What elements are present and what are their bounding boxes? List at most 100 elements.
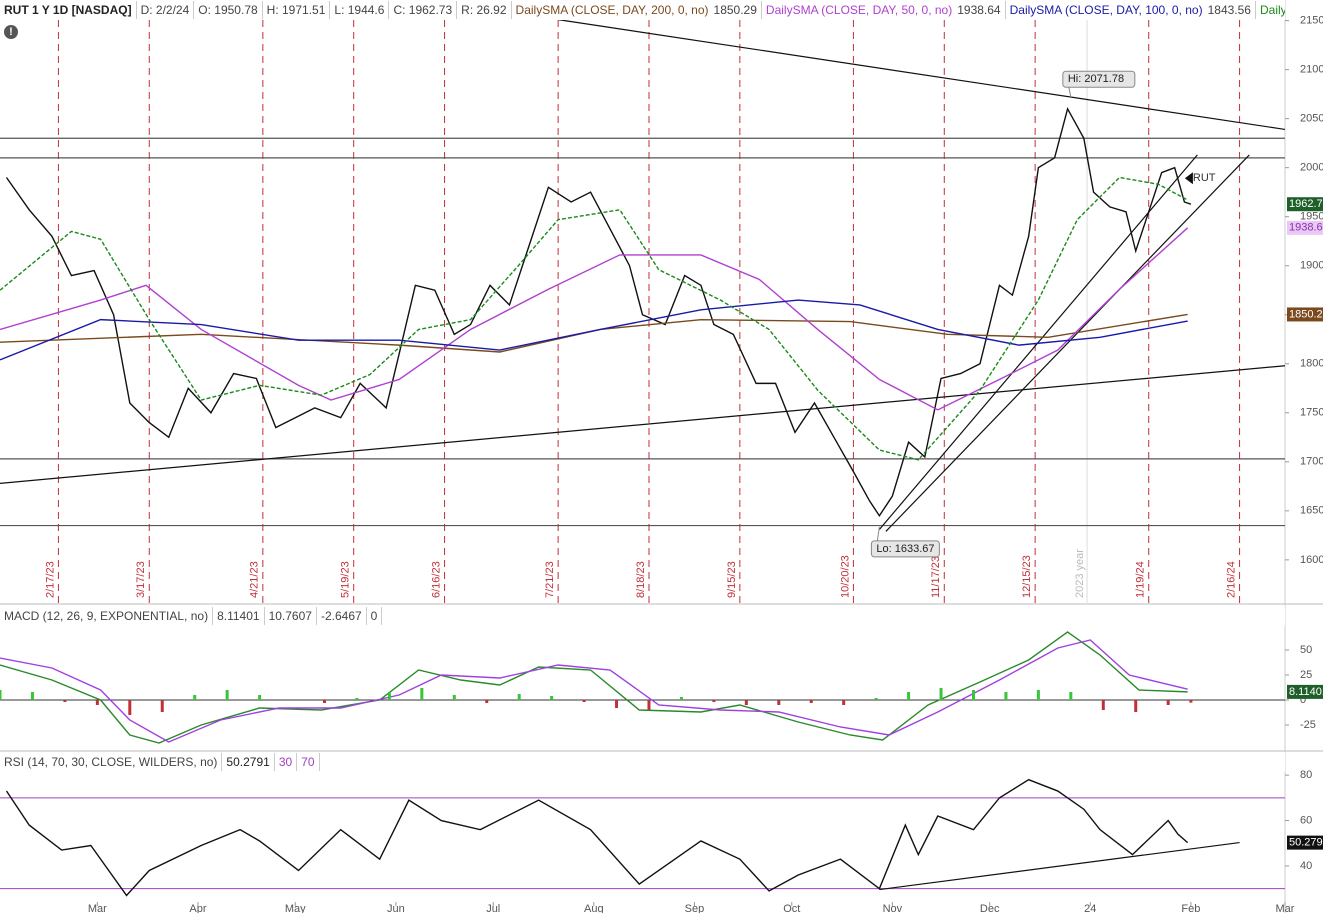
histogram-bar [907, 692, 911, 700]
y-tick-label: 25 [1300, 669, 1312, 681]
series-line [0, 176, 1188, 461]
y-tick-label: 1800 [1300, 358, 1323, 370]
histogram-bar [452, 695, 456, 700]
year-label: 2023 year [1074, 549, 1086, 598]
expiry-label: 10/20/23 [839, 555, 851, 598]
value-tag-label: 50.2791 [1289, 837, 1323, 849]
annotation-box [870, 540, 940, 558]
legend-value: 1843.56 [1204, 1, 1256, 19]
series-line [0, 227, 1189, 411]
y-tick-label: 1750 [1300, 407, 1323, 419]
x-tick-label: Apr [189, 903, 206, 913]
legend-value: 1938.64 [953, 1, 1006, 19]
histogram-bar [420, 688, 424, 700]
histogram-bar [971, 690, 975, 700]
y-tick-label: 2150 [1300, 14, 1323, 26]
panel-header: MACD (12, 26, 9, EXPONENTIAL, no) 8.11401… [0, 606, 1285, 626]
value-tag [1287, 220, 1323, 235]
expiry-label: 3/17/23 [135, 561, 147, 598]
alert-icon [4, 25, 18, 39]
series-line [5, 778, 1189, 897]
trendline [885, 154, 1250, 532]
expiry-label: 5/19/23 [340, 561, 352, 598]
value-tag [1287, 307, 1323, 322]
trendline [878, 154, 1198, 530]
y-tick-label: 1700 [1300, 456, 1323, 468]
y-tick-label: 1950 [1300, 211, 1323, 223]
y-tick-label: 1600 [1300, 554, 1323, 566]
expiry-label: 7/21/23 [544, 561, 556, 598]
value-tag [1287, 835, 1323, 850]
histogram-bar [387, 692, 391, 700]
symbol-label: RUT [1193, 172, 1216, 184]
panel-title: RSI (14, 70, 30, CLOSE, WILDERS, no) [0, 753, 223, 771]
header-field: R: 26.92 [457, 1, 512, 19]
y-tick-label: 0 [1300, 694, 1306, 706]
y-tick-label: 40 [1300, 860, 1312, 872]
symbol-arrow [1184, 172, 1193, 185]
histogram-bar [1036, 690, 1040, 700]
panel-title: RUT 1 Y 1D [NASDAQ] [0, 1, 137, 19]
histogram-bar [0, 690, 2, 700]
x-tick-label: Aug [584, 903, 604, 913]
trendline [0, 365, 1286, 484]
value-tag-label: 1962.73 [1289, 198, 1323, 210]
annotation-label: Lo: 1633.67 [876, 543, 934, 555]
histogram-bar [842, 700, 846, 705]
histogram-bar [777, 700, 781, 705]
legend-entry: DailySMA (CLOSE,... [1256, 1, 1285, 19]
series-line [0, 313, 1188, 353]
panel-header: RUT 1 Y 1D [NASDAQ] D: 2/2/24 O: 1950.78 H:… [0, 0, 1285, 20]
histogram-bar [809, 700, 813, 703]
value-tag-label: 8.11401 [1289, 686, 1323, 698]
expiry-label: 1/19/24 [1135, 561, 1147, 598]
x-tick-label: 24 [1084, 903, 1096, 913]
header-field: D: 2/2/24 [137, 1, 195, 19]
value-tag [1287, 197, 1323, 212]
legend-value: 10.7607 [265, 607, 317, 625]
y-tick-label: -25 [1300, 719, 1316, 731]
legend-value: 50.2791 [222, 753, 275, 771]
annotation-label: Hi: 2071.78 [1068, 73, 1124, 85]
legend-value: -2.6467 [317, 607, 367, 625]
series-line [0, 639, 1188, 743]
expiry-label: 12/15/23 [1021, 555, 1033, 598]
histogram-bar [128, 700, 132, 715]
series-line [0, 631, 1188, 744]
alert-icon-mark: ! [9, 26, 13, 38]
series-line [5, 106, 1192, 518]
x-tick-label: Mar [88, 903, 107, 913]
x-tick-label: Oct [783, 903, 800, 913]
histogram-bar [1069, 692, 1073, 700]
histogram-bar [485, 700, 489, 703]
histogram-bar [939, 688, 943, 700]
y-tick-label: 2050 [1300, 113, 1323, 125]
series-line [0, 299, 1188, 361]
header-field: O: 1950.78 [194, 1, 263, 19]
histogram-bar [517, 694, 521, 700]
expiry-label: 8/18/23 [635, 561, 647, 598]
histogram-bar [582, 700, 586, 702]
value-tag-label: 1938.64 [1289, 222, 1323, 234]
reference-value: 30 [275, 753, 298, 771]
histogram-bar [744, 700, 748, 705]
y-tick-label: 2000 [1300, 162, 1323, 174]
histogram-bar [1134, 700, 1138, 712]
histogram-bar [63, 700, 67, 702]
y-tick-label: 60 [1300, 814, 1312, 826]
expiry-label: 2/16/24 [1225, 561, 1237, 598]
x-tick-label: Dec [980, 903, 1000, 913]
histogram-bar [258, 695, 262, 700]
histogram-bar [1004, 692, 1008, 700]
panel-header: RSI (14, 70, 30, CLOSE, WILDERS, no) 50.2… [0, 752, 1285, 772]
x-tick-label: May [285, 903, 306, 913]
legend-entry: DailySMA (CLOSE, DAY, 50, 0, no) [765, 3, 953, 17]
annotation-box [1062, 70, 1136, 88]
expiry-label: 6/16/23 [430, 561, 442, 598]
y-tick-label: 1650 [1300, 505, 1323, 517]
trendline [558, 19, 1286, 131]
expiry-label: 2/17/23 [44, 561, 56, 598]
histogram-bar [647, 700, 651, 710]
